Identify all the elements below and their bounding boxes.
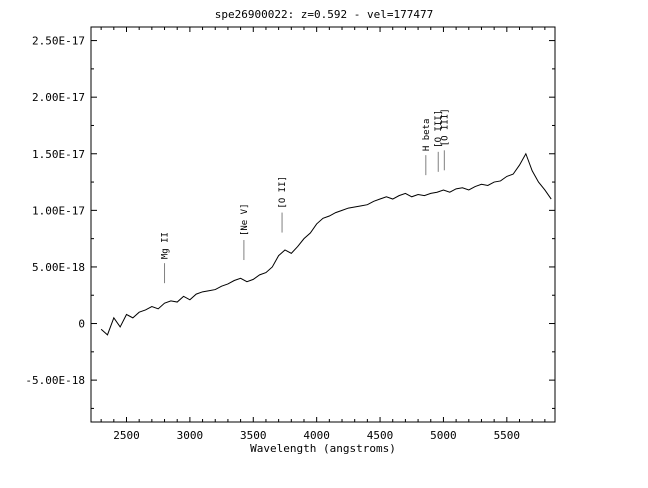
spectrum-series xyxy=(100,152,552,336)
plot-frame xyxy=(90,26,556,423)
x-tick-label: 5500 xyxy=(494,429,521,442)
y-tick-label: 2.00E-17 xyxy=(32,91,85,104)
x-tick-label: 4000 xyxy=(303,429,330,442)
chart-title: spe26900022: z=0.592 - vel=177477 xyxy=(215,8,434,21)
x-tick-label: 3500 xyxy=(240,429,267,442)
y-tick-label: 5.00E-18 xyxy=(32,261,85,274)
y-axis: -5.00E-18 0 5.00E-18 1.00E-17 1.50E-17 2.00E-… xyxy=(25,35,555,409)
emission-line-labels: Mg II[Ne V][O II]H beta [O III][O III] xyxy=(161,108,450,284)
y-tick-label: -5.00E-18 xyxy=(25,374,85,387)
emission-line-label: [O III] xyxy=(434,110,444,148)
x-axis: 2500 3000 3500 4000 4500 5000 5500 xyxy=(100,27,546,442)
emission-line-label: [Ne V] xyxy=(240,204,250,237)
x-tick-label: 5000 xyxy=(430,429,457,442)
emission-line-label: [O II] xyxy=(278,176,288,209)
emission-line-label: [O III] xyxy=(440,108,450,146)
x-tick-label: 3000 xyxy=(177,429,204,442)
y-tick-label: 1.50E-17 xyxy=(32,148,85,161)
x-tick-label: 2500 xyxy=(113,429,140,442)
spectrum-line xyxy=(100,152,552,336)
y-tick-label: 1.00E-17 xyxy=(32,204,85,217)
emission-line-label: H beta xyxy=(422,119,432,152)
y-tick-label: 2.50E-17 xyxy=(32,35,85,48)
emission-line-label: Mg II xyxy=(161,232,171,259)
x-tick-label: 4500 xyxy=(367,429,394,442)
plot-area: Mg II[Ne V][O II]H beta [O III][O III] xyxy=(90,26,556,423)
y-tick-label: 0 xyxy=(78,318,85,331)
x-axis-label: Wavelength (angstroms) xyxy=(250,442,396,455)
